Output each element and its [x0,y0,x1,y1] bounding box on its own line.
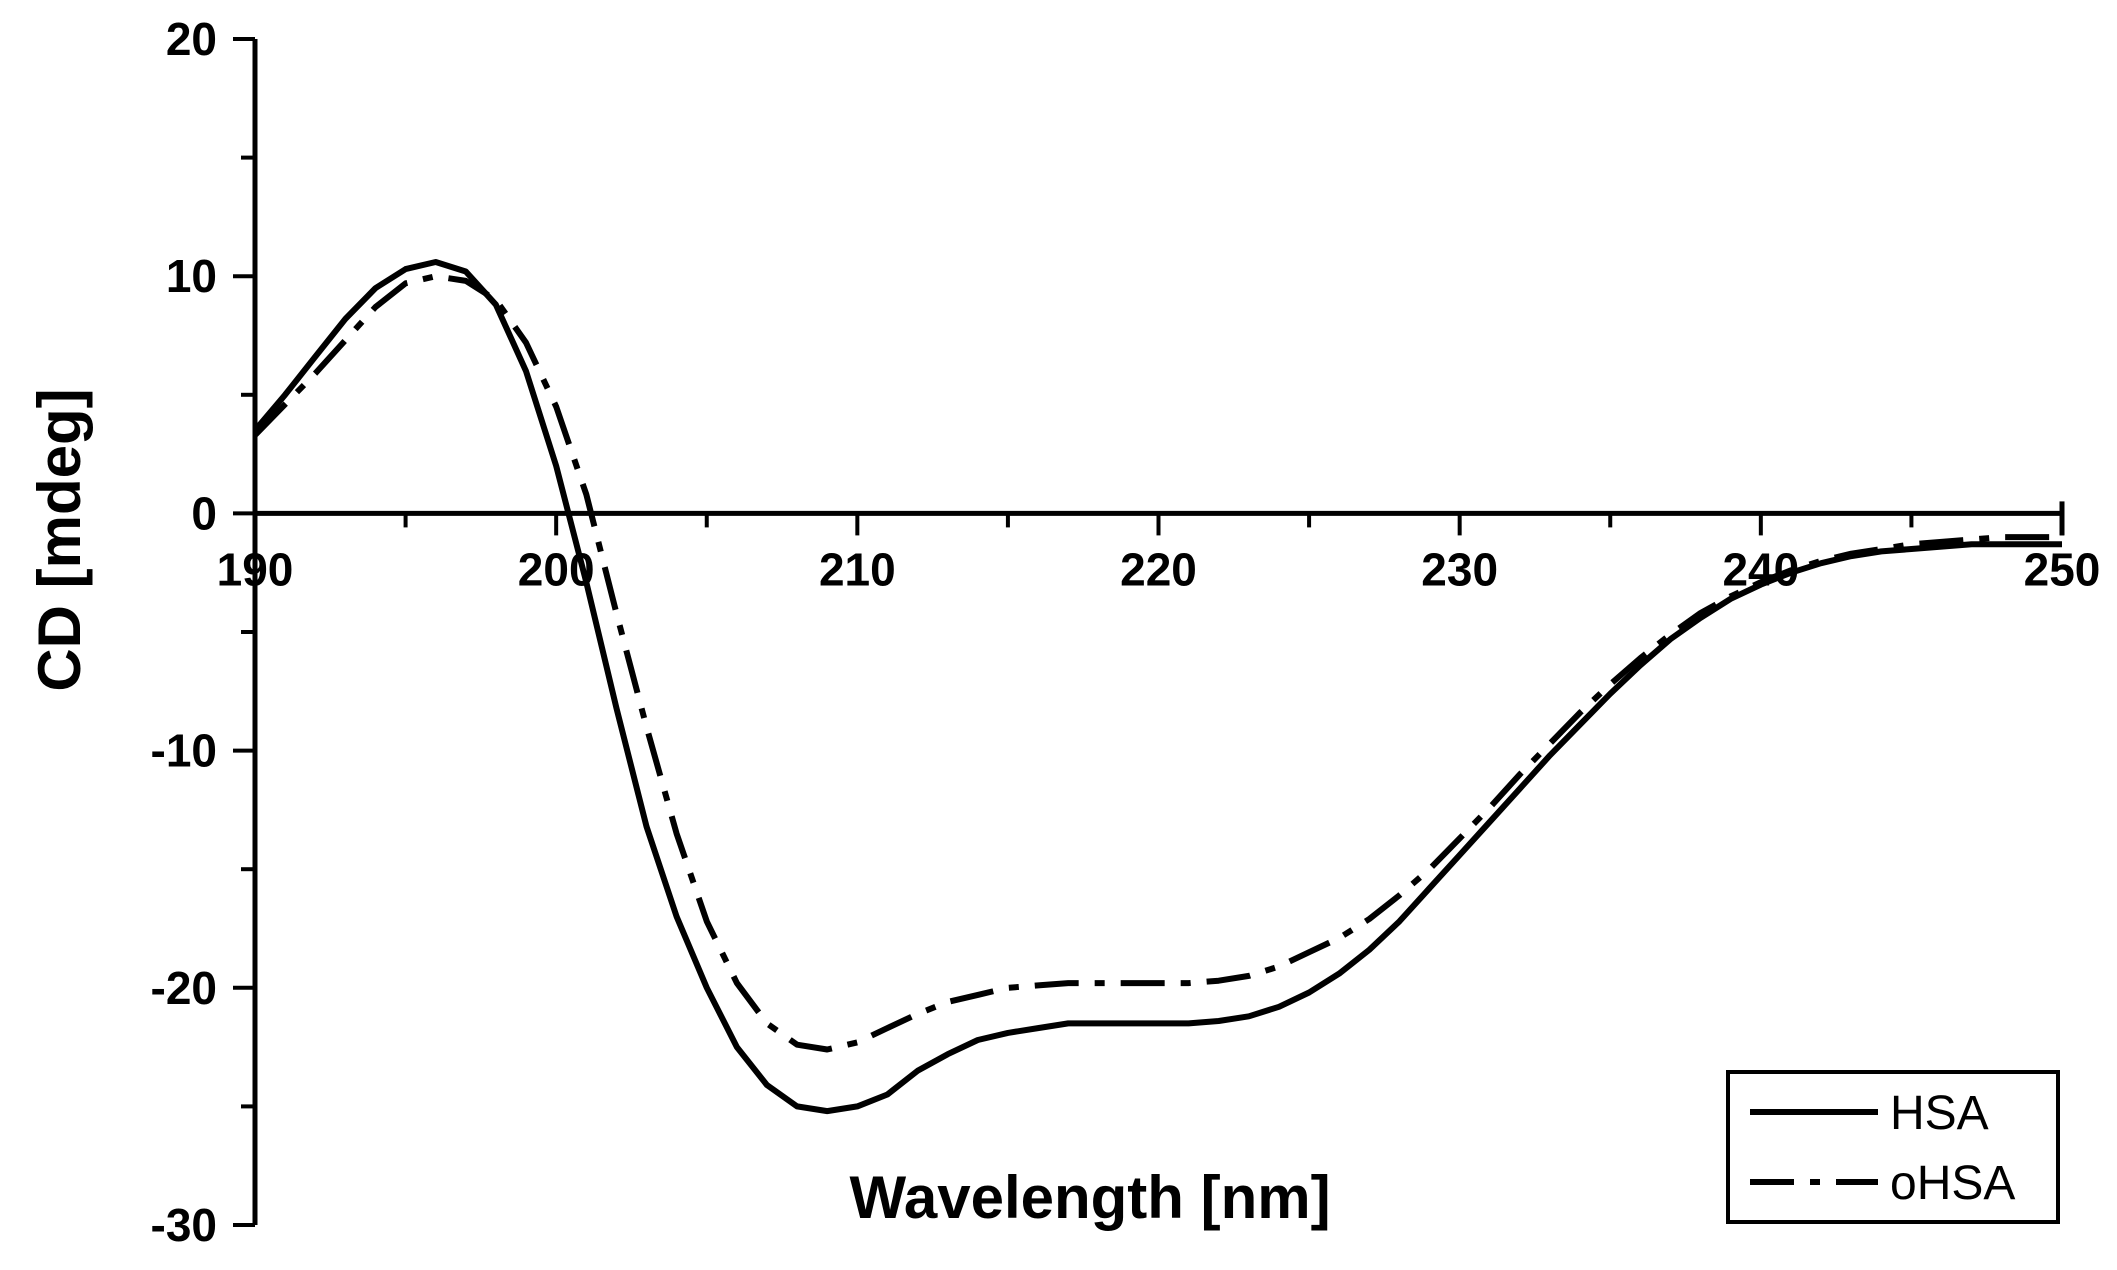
legend-label-hsa: HSA [1890,1087,1989,1140]
y-tick-label: 0 [191,487,217,539]
y-tick-label: 20 [166,13,217,65]
legend-label-ohsa: oHSA [1890,1157,2015,1210]
y-tick-label: -10 [151,725,217,777]
axes [252,39,2065,1225]
y-tick-label: -20 [151,962,217,1014]
y-tick-label: -30 [151,1199,217,1251]
legend-box [1726,1070,2060,1224]
x-tick-label: 210 [819,543,896,595]
series-line-ohsa [252,273,2062,1053]
x-tick-label: 190 [217,543,294,595]
tick-marks [233,37,2064,1227]
legend: HSA oHSA [1726,1070,2060,1224]
y-tick-label: 10 [166,250,217,302]
x-tick-label: 230 [1421,543,1498,595]
x-tick-label: 220 [1120,543,1197,595]
series-lines [252,259,2062,1115]
y-axis-title: CD [mdeg] [26,388,93,691]
x-tick-label: 250 [2024,543,2101,595]
x-axis-title: Wavelength [nm] [849,1164,1330,1231]
